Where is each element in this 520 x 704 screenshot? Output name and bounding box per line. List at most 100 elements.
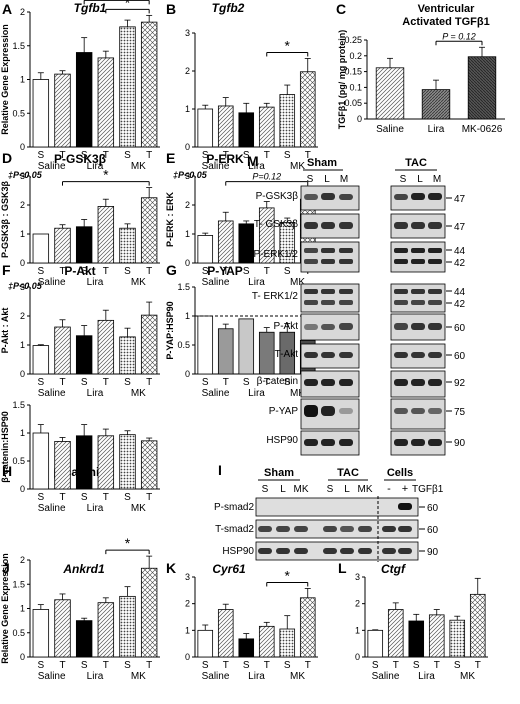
bar [75,435,93,490]
blot-band [339,323,353,330]
blot-band [321,289,335,294]
blot-band [294,526,308,532]
blot-m-lane-4: S [400,174,407,185]
x-tick-label: T [103,492,109,503]
mw-label: 44 [454,287,466,298]
x-tick-label: T [223,660,229,671]
bar [367,629,384,658]
blot-band [339,194,353,200]
y-tick-label: 3 [355,572,360,582]
blot-band [339,289,353,294]
x-tick-label: S [81,150,88,161]
x-tick-label: S [124,150,131,161]
blot-band [321,352,335,358]
blot-band [339,259,353,264]
blot-band [394,259,408,264]
x-tick-label: S [37,266,44,277]
y-tick-label: 1 [185,104,190,114]
group-label: Saline [38,277,66,288]
mw-label: 60 [454,351,466,362]
y-tick-label: 1 [185,229,190,239]
bar [258,106,275,148]
panel-letter-e: E [166,150,175,166]
charts-layer: A Tgfb1 Relative Gene Expression 0 0.5 1 1.5 2 S… [0,0,505,682]
blot-i-images [255,496,419,562]
chart-title: Tgfb2 [212,1,245,15]
blot-i-lane: L [280,484,286,495]
blot-band [411,300,425,305]
bar [197,235,214,264]
p-value-label: P = 0.12 [442,31,475,41]
blot-band [428,300,442,305]
blot-m-row-label: P-Akt [274,321,299,332]
chart-title: Cyr61 [212,562,246,576]
blot-band [358,526,372,532]
blot-i-row-label: T-smad2 [215,524,254,535]
group-label: MK [131,671,146,682]
significance-star: * [125,535,131,551]
bar [32,79,50,148]
blot-band [304,405,318,417]
significance-star: * [103,167,109,183]
bar [217,105,234,148]
panel-letter-c: C [336,1,346,17]
bar [299,597,316,658]
group-label: Lira [87,277,104,288]
blot-band [411,289,425,294]
blot-band [339,439,353,446]
blot-band [304,248,318,253]
x-tick-label: T [59,377,65,388]
y-tick-label: 1.5 [12,400,25,410]
blot-i-row-label: HSP90 [222,546,254,557]
y-tick-label: 2 [185,599,190,609]
panel-letter-l: L [338,560,347,576]
group-label: Lira [418,671,435,682]
p-value-label: P=0.12 [252,172,281,182]
blot-band [321,379,335,386]
y-tick-label: 2 [20,311,25,321]
group-label: Lira [87,503,104,514]
x-tick-label: S [243,660,250,671]
y-tick-label: 0 [185,142,190,152]
y-tick-label: 0 [185,652,190,662]
x-tick-label: T [223,377,229,388]
panel-letter-d: D [2,150,12,166]
bar [54,599,71,658]
y-tick-label: 0 [357,114,362,124]
blot-band [339,352,353,358]
bar [387,609,404,658]
blot-band [321,439,335,446]
group-label: MK [131,503,146,514]
blot-band [339,300,353,305]
blot-band [339,222,353,229]
chart-title: P-YAP [207,264,243,278]
y-tick-label: 1 [20,75,25,85]
y-tick-label: 2 [20,200,25,210]
blot-band [304,259,318,264]
y-tick-label: 3 [20,282,25,292]
bar [75,620,93,658]
blot-band [428,408,442,414]
bar [258,625,275,658]
blot-band-box [300,241,360,273]
blot-band [428,323,442,330]
blot-band [398,503,412,510]
bar [217,328,234,375]
blot-band [411,248,425,253]
significance-star: * [285,37,291,53]
y-tick-label: 2 [355,599,360,609]
x-tick-label: T [264,150,270,161]
x-tick-label: S [284,150,291,161]
y-tick-label: 0.5 [12,108,25,118]
blot-band [321,300,335,305]
group-label: Lira [87,671,104,682]
panel-letter-m: M [247,153,259,169]
blot-band [394,300,408,305]
bar [75,226,93,264]
bar [238,318,255,375]
y-tick-label: 1 [20,428,25,438]
x-tick-label: T [223,150,229,161]
x-tick-label: S [284,266,291,277]
x-tick-label: S [81,492,88,503]
